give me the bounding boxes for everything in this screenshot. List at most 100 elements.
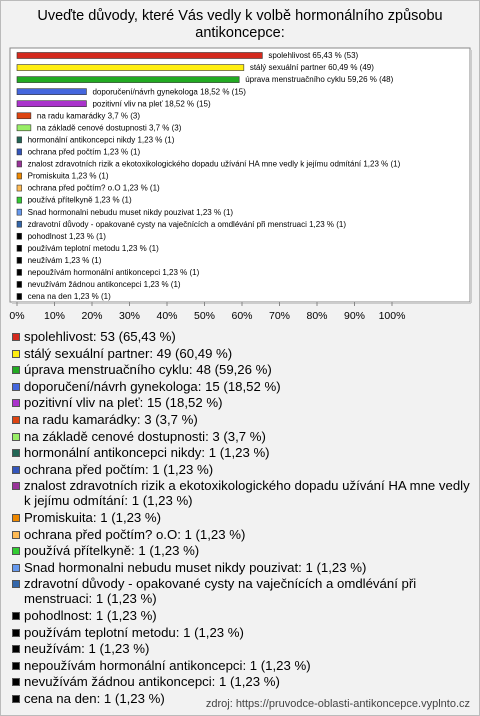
legend-label: používá přítelkyně: 1 (1,23 %) xyxy=(24,543,200,559)
x-tick-label: 30% xyxy=(119,310,140,322)
data-label: spolehlivost 65,43 % (53) xyxy=(268,51,358,60)
legend-item: ochrana před počtím: 1 (1,23 %) xyxy=(10,462,472,477)
legend-swatch xyxy=(12,628,20,637)
data-label: na základě cenové dostupnosti 3,7 % (3) xyxy=(37,123,182,132)
legend-label: znalost zdravotních rizik a ekotoxikolog… xyxy=(24,478,470,509)
data-label: cena na den 1,23 % (1) xyxy=(28,292,112,301)
data-label: na radu kamarádky 3,7 % (3) xyxy=(37,111,140,120)
data-label: ochrana před počtím? o.O 1,23 % (1) xyxy=(28,184,160,193)
legend-swatch xyxy=(12,530,20,539)
data-label: používám teplotní metodu 1,23 % (1) xyxy=(28,244,160,253)
legend-item: používám teplotní metodu: 1 (1,23 %) xyxy=(10,625,472,640)
legend-label: používám teplotní metodu: 1 (1,23 %) xyxy=(24,624,244,640)
legend-item: stálý sexuální partner: 49 (60,49 %) xyxy=(10,346,472,361)
x-tick-label: 100% xyxy=(379,310,406,322)
legend-swatch xyxy=(12,482,20,491)
x-tick-label: 10% xyxy=(44,310,65,322)
legend-item: používá přítelkyně: 1 (1,23 %) xyxy=(10,543,472,558)
bar xyxy=(16,136,22,144)
data-label: Promiskuita 1,23 % (1) xyxy=(28,172,109,181)
bar xyxy=(16,184,22,192)
legend-item: ochrana před počtím? o.O: 1 (1,23 %) xyxy=(10,527,472,542)
legend: spolehlivost: 53 (65,43 %) stálý sexuální… xyxy=(10,329,472,707)
legend-item: neužívám: 1 (1,23 %) xyxy=(10,641,472,656)
legend-item: úprava menstruačního cyklu: 48 (59,26 %) xyxy=(10,362,472,377)
legend-label: doporučení/návrh gynekologa: 15 (18,52 %… xyxy=(24,378,281,394)
bar xyxy=(16,64,245,71)
legend-item: Promiskuita: 1 (1,23 %) xyxy=(10,510,472,525)
bar xyxy=(16,196,22,204)
legend-item: doporučení/návrh gynekologa: 15 (18,52 %… xyxy=(10,379,472,394)
legend-label: Snad hormonalni nebudu muset nikdy pouzi… xyxy=(24,559,367,575)
data-label: stálý sexuální partner 60,49 % (49) xyxy=(250,63,374,72)
x-tick-label: 70% xyxy=(269,310,290,322)
legend-item: pozitivní vliv na pleť: 15 (18,52 %) xyxy=(10,395,472,410)
legend-swatch xyxy=(12,333,20,341)
legend-label: pohodlnost: 1 (1,23 %) xyxy=(24,607,157,623)
data-label: hormonální antikoncepci nikdy 1,23 % (1) xyxy=(28,135,175,144)
data-label: doporučení/návrh gynekologa 18,52 % (15) xyxy=(92,87,246,96)
chart: 0% 10% 20% 30% 40% 50% 60% 70% 80% 90% 100% spolehl… xyxy=(9,47,472,322)
legend-swatch xyxy=(12,611,20,620)
legend-item: na základě cenové dostupnosti: 3 (3,7 %) xyxy=(10,429,472,444)
legend-item: na radu kamarádky: 3 (3,7 %) xyxy=(10,412,472,427)
legend-swatch xyxy=(12,349,20,358)
legend-label: na základě cenové dostupnosti: 3 (3,7 %) xyxy=(24,428,266,444)
legend-swatch xyxy=(12,678,20,687)
bar xyxy=(16,52,263,59)
legend-swatch xyxy=(12,547,20,556)
x-tick-label: 50% xyxy=(194,310,215,322)
legend-label: cena na den: 1 (1,23 %) xyxy=(24,690,165,706)
legend-swatch xyxy=(12,415,20,424)
legend-label: ochrana před počtím? o.O: 1 (1,23 %) xyxy=(24,526,246,542)
legend-label: zdravotní důvody - opakované cysty na va… xyxy=(24,576,417,607)
legend-swatch xyxy=(12,563,20,572)
data-label: nevužívám žádnou antikoncepci 1,23 % (1) xyxy=(28,280,181,289)
legend-swatch xyxy=(12,694,20,703)
bar xyxy=(16,220,22,228)
source: zdroj: https://pruvodce-oblasti-antikonc… xyxy=(205,698,470,710)
legend-label: spolehlivost: 53 (65,43 %) xyxy=(24,329,176,344)
legend-swatch xyxy=(12,580,20,589)
legend-label: hormonální antikoncepci nikdy: 1 (1,23 %… xyxy=(24,445,270,461)
legend-item: zdravotní důvody - opakované cysty na va… xyxy=(10,576,472,606)
legend-label: na radu kamarádky: 3 (3,7 %) xyxy=(24,411,198,427)
x-tick-label: 20% xyxy=(81,310,102,322)
legend-label: úprava menstruačního cyklu: 48 (59,26 %) xyxy=(24,362,272,378)
legend-swatch xyxy=(12,382,20,391)
legend-swatch xyxy=(12,449,20,458)
legend-swatch xyxy=(12,432,20,441)
legend-label: pozitivní vliv na pleť: 15 (18,52 %) xyxy=(24,395,223,411)
legend-swatch xyxy=(12,366,20,375)
bar xyxy=(16,148,22,156)
legend-label: neužívám: 1 (1,23 %) xyxy=(24,641,150,657)
legend-item: pohodlnost: 1 (1,23 %) xyxy=(10,608,472,623)
data-label: ochrana před počtím 1,23 % (1) xyxy=(28,148,141,157)
x-tick-label: 60% xyxy=(231,310,252,322)
data-label: používá přítelkyně 1,23 % (1) xyxy=(28,196,132,205)
bar xyxy=(16,245,22,252)
legend-swatch xyxy=(12,513,20,522)
legend-item: cena na den: 1 (1,23 %) xyxy=(10,691,472,706)
x-tick-label: 40% xyxy=(156,310,177,322)
data-label: nepoužívám hormonální antikoncepci 1,23 … xyxy=(28,268,200,277)
legend-swatch xyxy=(12,661,20,670)
legend-swatch xyxy=(12,645,20,654)
x-tick-label: 80% xyxy=(306,310,327,322)
legend-label: Promiskuita: 1 (1,23 %) xyxy=(24,509,162,525)
legend-item: nevužívám žádnou antikoncepci: 1 (1,23 %… xyxy=(10,674,472,689)
data-label: neužívám 1,23 % (1) xyxy=(28,256,102,265)
legend-label: ochrana před počtím: 1 (1,23 %) xyxy=(24,461,214,477)
bar xyxy=(16,208,22,216)
bar xyxy=(16,100,87,107)
legend-item: Snad hormonalni nebudu muset nikdy pouzi… xyxy=(10,560,472,575)
bar xyxy=(16,172,22,180)
bar xyxy=(16,232,22,240)
legend-item: nepoužívám hormonální antikoncepci: 1 (1… xyxy=(10,658,472,673)
data-label: úprava menstruačního cyklu 59,26 % (48) xyxy=(245,75,393,84)
data-label: pohodlnost 1,23 % (1) xyxy=(28,232,107,241)
chart-title: Uveďte důvody, které Vás vedly k volbě h… xyxy=(37,8,443,41)
x-tick-label: 0% xyxy=(9,310,24,322)
legend-label: nepoužívám hormonální antikoncepci: 1 (1… xyxy=(24,657,311,673)
